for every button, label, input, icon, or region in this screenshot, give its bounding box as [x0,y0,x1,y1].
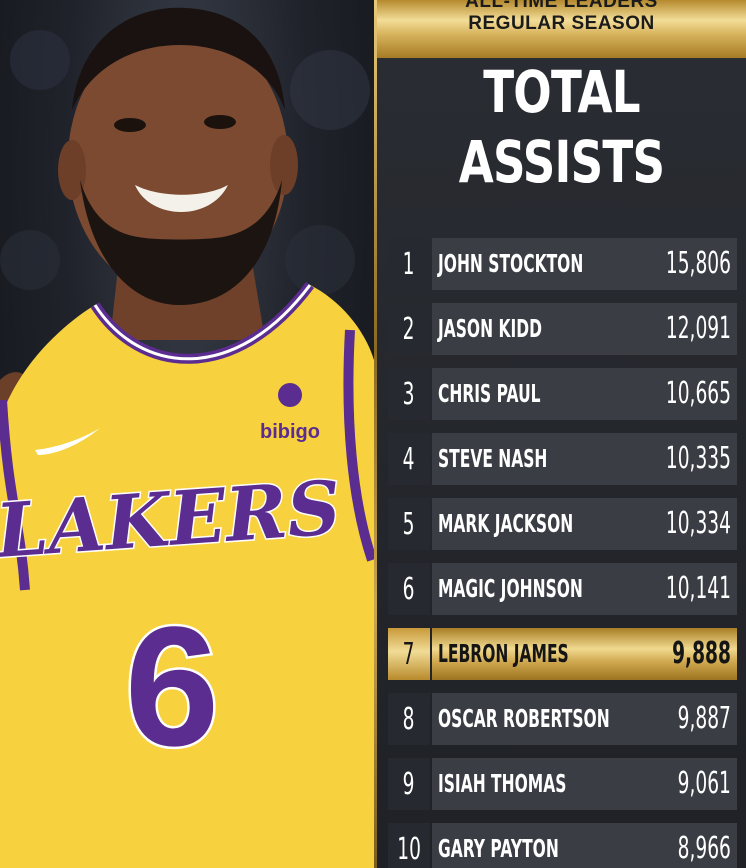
player-name: MAGIC JOHNSON [438,574,583,603]
player-name: CHRIS PAUL [438,379,541,408]
row-body: STEVE NASH 10,335 [432,433,737,485]
row-body: ISIAH THOMAS 9,061 [432,758,737,810]
banner-title: ALL-TIME LEADERS [465,0,658,12]
leaderboard: ALL-TIME LEADERS REGULAR SEASON TOTAL AS… [374,0,746,868]
row-body: GARY PAYTON 8,966 [432,823,737,868]
player-name: OSCAR ROBERTSON [438,704,610,733]
row-body: MAGIC JOHNSON 10,141 [432,563,737,615]
assist-total: 10,335 [665,441,731,476]
assist-total: 9,887 [677,701,731,736]
rank-number: 10 [388,823,430,868]
rank-number: 6 [388,563,430,615]
assist-total: 10,334 [665,506,731,541]
rank-number: 9 [388,758,430,810]
leader-row: 3 CHRIS PAUL 10,665 [388,368,737,420]
assist-total: 15,806 [665,246,731,281]
swoosh-logo [35,428,100,455]
player-name: STEVE NASH [438,444,548,473]
row-body: OSCAR ROBERTSON 9,887 [432,693,737,745]
assist-total: 10,665 [665,376,731,411]
leader-row: 7 LEBRON JAMES 9,888 [388,628,737,680]
header-banner: ALL-TIME LEADERS REGULAR SEASON [377,0,746,58]
row-body: JOHN STOCKTON 15,806 [432,238,737,290]
sponsor-text: bibigo [260,421,320,443]
player-photo: bibigo LAKERS 6 [0,0,374,868]
rank-number: 4 [388,433,430,485]
rank-number: 8 [388,693,430,745]
assist-total: 10,141 [665,571,731,606]
leader-row: 2 JASON KIDD 12,091 [388,303,737,355]
player-name: ISIAH THOMAS [438,769,567,798]
leader-row: 4 STEVE NASH 10,335 [388,433,737,485]
stat-title-line1: TOTAL [483,58,640,126]
assist-total: 9,061 [677,766,731,801]
leader-row: 10 GARY PAYTON 8,966 [388,823,737,868]
player-illustration: bibigo LAKERS 6 [0,25,374,868]
row-body: MARK JACKSON 10,334 [432,498,737,550]
assist-total: 9,888 [672,636,731,671]
rank-number: 1 [388,238,430,290]
player-name: GARY PAYTON [438,834,559,863]
leader-row: 9 ISIAH THOMAS 9,061 [388,758,737,810]
row-body: JASON KIDD 12,091 [432,303,737,355]
player-name: MARK JACKSON [438,509,574,538]
banner-subtitle: REGULAR SEASON [468,13,655,34]
player-name: JASON KIDD [438,314,542,343]
rank-number: 7 [388,628,430,680]
leader-row: 6 MAGIC JOHNSON 10,141 [388,563,737,615]
row-body: CHRIS PAUL 10,665 [432,368,737,420]
player-name: LEBRON JAMES [438,639,569,668]
assist-total: 12,091 [665,311,731,346]
jersey-number: 6 [125,592,220,782]
row-body: LEBRON JAMES 9,888 [432,628,737,680]
stat-title-line2: ASSISTS [458,128,665,196]
rank-number: 5 [388,498,430,550]
leader-row: 1 JOHN STOCKTON 15,806 [388,238,737,290]
rank-number: 2 [388,303,430,355]
leader-row: 5 MARK JACKSON 10,334 [388,498,737,550]
player-name: JOHN STOCKTON [438,249,584,278]
leader-row: 8 OSCAR ROBERTSON 9,887 [388,693,737,745]
assist-total: 8,966 [677,831,731,866]
rank-number: 3 [388,368,430,420]
